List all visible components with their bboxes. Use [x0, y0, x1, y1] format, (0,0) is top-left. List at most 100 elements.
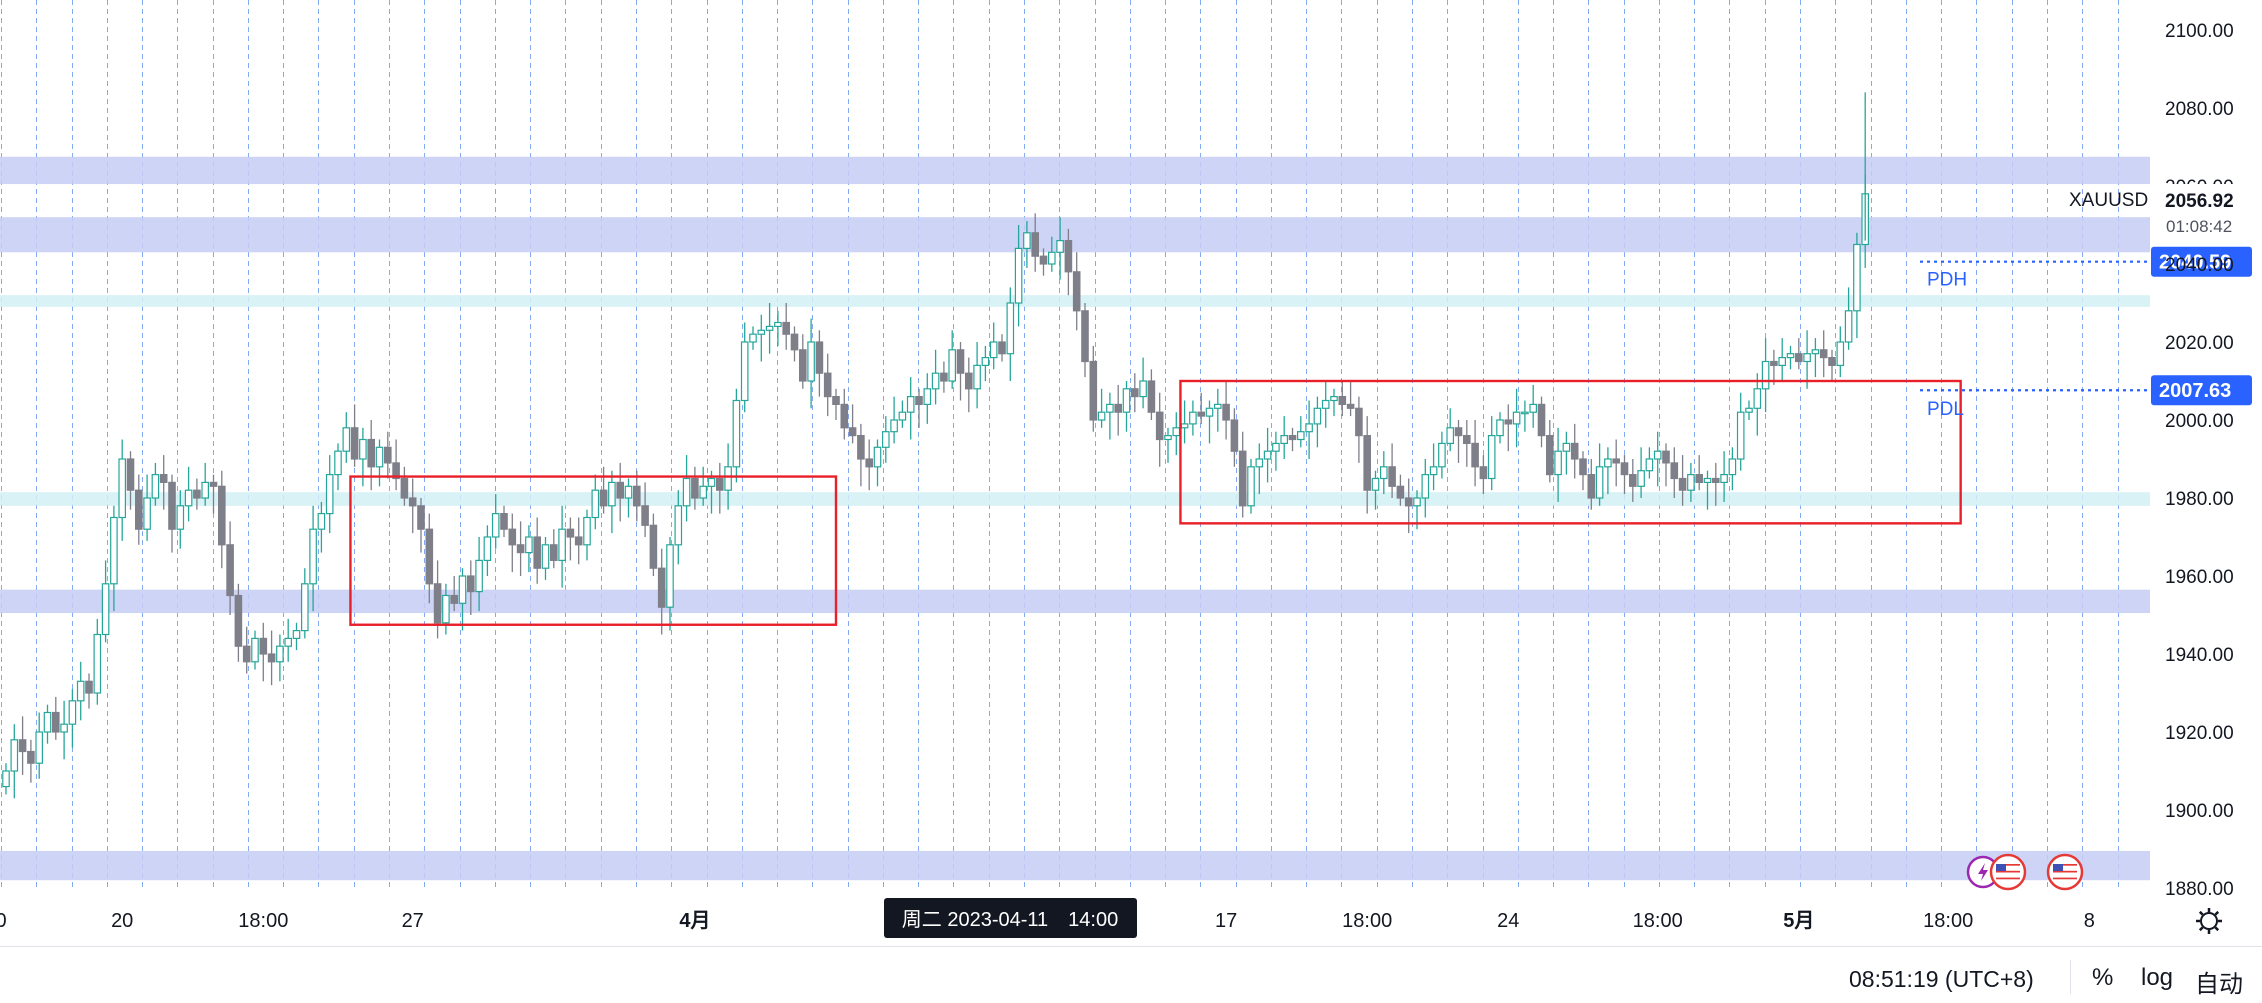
candle-body — [691, 477, 699, 499]
candle-body — [151, 474, 160, 499]
range-box — [349, 475, 838, 626]
candle-body — [1023, 232, 1031, 250]
candle-body — [981, 357, 990, 367]
candle-body — [1396, 485, 1405, 499]
candle-body — [1247, 466, 1255, 507]
candle-body — [1238, 450, 1247, 507]
candle-body — [1006, 302, 1015, 355]
percent-scale-button[interactable]: % — [2092, 964, 2114, 991]
price-tick-label: 2080.00 — [2165, 99, 2234, 120]
support-resistance-zones — [0, 156, 2150, 881]
candle-body — [832, 396, 840, 406]
candle-body — [508, 528, 517, 546]
candle-body — [1554, 450, 1562, 476]
candle-body — [442, 594, 450, 624]
candle-body — [85, 680, 93, 694]
candle-body — [1272, 442, 1280, 452]
candle-body — [309, 528, 317, 585]
candle-body — [342, 427, 351, 452]
candle-body — [1404, 497, 1413, 507]
bottom-toolbar — [0, 946, 2262, 1003]
price-tick-label: 1960.00 — [2165, 567, 2234, 588]
candle-body — [890, 419, 898, 433]
price-zone — [0, 850, 2150, 881]
candle-body — [93, 633, 102, 694]
candle-body — [110, 516, 118, 585]
candle-body — [76, 680, 85, 702]
gear-tooth — [2198, 926, 2204, 932]
candle-body — [176, 505, 185, 530]
candle-body — [450, 594, 459, 604]
candle-body — [1529, 403, 1538, 413]
candle-body — [898, 411, 907, 421]
candle-body — [135, 489, 143, 530]
candle-body — [616, 481, 625, 499]
time-tick-label: 5月 — [1783, 910, 1814, 932]
us-flag-icon[interactable] — [1989, 853, 2027, 891]
price-zone — [0, 492, 2150, 506]
candle-body — [533, 536, 542, 569]
log-scale-button[interactable]: log — [2141, 964, 2174, 991]
candle-body — [1189, 411, 1197, 425]
time-axis[interactable]: 0 20 18:00 27 4月 17 18:00 24 18:00 5月 18:00 8 周二 202… — [0, 898, 2222, 938]
range-box — [1179, 379, 1962, 525]
candle-body — [948, 349, 957, 382]
candle-body — [1047, 251, 1056, 265]
candle-body — [1794, 353, 1803, 363]
event-markers[interactable] — [1966, 853, 2084, 891]
candle-body — [1545, 435, 1554, 476]
candle-body — [1462, 435, 1471, 445]
us-flag-icon[interactable] — [2046, 853, 2084, 891]
symbol-label: XAUUSD — [2069, 190, 2148, 211]
candle-body — [334, 450, 342, 476]
candle-body — [1786, 353, 1795, 359]
time-tick-label: 20 — [111, 910, 133, 932]
bar-countdown: 01:08:42 — [2166, 217, 2232, 236]
candle-body — [1072, 271, 1081, 312]
candle-body — [989, 341, 998, 359]
candle-body — [259, 637, 268, 655]
candle-body — [1363, 435, 1372, 491]
candle-body — [674, 505, 683, 546]
candle-body — [1230, 419, 1239, 452]
pd-levels: PDH 2040.59 PDL 2007.63 — [1920, 246, 2252, 420]
candle-body — [1828, 357, 1836, 367]
level-price-tag — [2151, 375, 2252, 406]
level-price-text: 2007.63 — [2159, 380, 2231, 402]
candle-body — [1429, 466, 1438, 476]
time-tick-label: 18:00 — [238, 910, 288, 932]
candle-body — [1313, 407, 1322, 425]
candle-body — [1645, 458, 1654, 472]
candle-body — [558, 528, 566, 562]
price-tick-label: 1920.00 — [2165, 723, 2234, 744]
candlestick-series — [2, 92, 1870, 799]
gear-icon[interactable] — [2196, 908, 2222, 934]
candle-body — [1604, 458, 1612, 468]
price-axis[interactable]: 2100.002080.002060.002040.002020.002000.… — [2069, 21, 2252, 900]
candle-body — [1620, 462, 1629, 476]
candle-body — [1587, 474, 1596, 499]
candle-body — [1595, 466, 1604, 499]
price-tick-label: 2100.00 — [2165, 21, 2234, 42]
level-label-pdl: PDL — [1927, 399, 1964, 420]
candle-body — [27, 750, 35, 764]
auto-scale-button[interactable]: 自动 — [2195, 971, 2243, 998]
candle-body — [624, 485, 633, 499]
candle-body — [649, 524, 658, 569]
candle-body — [1811, 349, 1820, 355]
candle-body — [1720, 474, 1728, 484]
candle-body — [168, 481, 176, 530]
candle-body — [1355, 407, 1363, 437]
candle-body — [724, 466, 732, 491]
candle-body — [973, 364, 981, 390]
candle-body — [301, 583, 309, 632]
candle-body — [1421, 474, 1430, 499]
time-tick-label: 8 — [2084, 910, 2095, 932]
candle-body — [209, 481, 218, 487]
candle-body — [1454, 427, 1463, 437]
flag-stripe — [1996, 870, 2020, 873]
candle-body — [591, 489, 600, 519]
price-tick-label: 1940.00 — [2165, 645, 2234, 666]
